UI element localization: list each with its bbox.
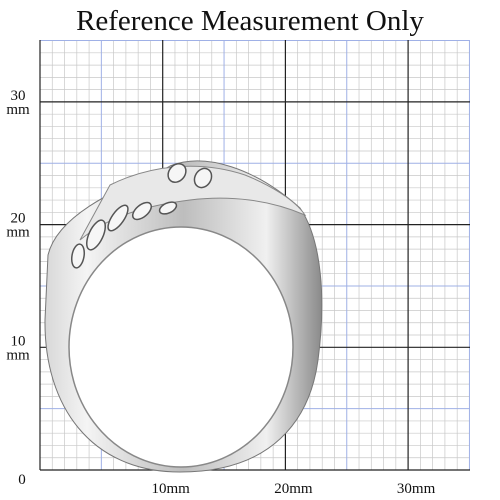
y-label-unit: mm bbox=[6, 347, 30, 363]
y-label-unit: mm bbox=[6, 102, 30, 118]
y-label-value: 10 bbox=[11, 333, 26, 349]
stone bbox=[131, 201, 153, 221]
title: Reference Measurement Only bbox=[76, 5, 424, 37]
stone bbox=[193, 167, 213, 189]
stone bbox=[85, 219, 107, 251]
origin-label: 0 bbox=[18, 472, 26, 488]
stone bbox=[158, 201, 178, 215]
stone bbox=[70, 243, 86, 269]
ring-hole bbox=[68, 226, 294, 468]
x-label: 10mm bbox=[152, 481, 191, 497]
stone bbox=[107, 204, 129, 232]
stone bbox=[167, 163, 187, 183]
x-label: 30mm bbox=[397, 481, 436, 497]
y-label-value: 20 bbox=[11, 211, 26, 227]
y-label-value: 30 bbox=[11, 88, 26, 104]
x-label: 20mm bbox=[274, 481, 313, 497]
ring bbox=[44, 160, 323, 473]
y-label-unit: mm bbox=[6, 225, 30, 241]
